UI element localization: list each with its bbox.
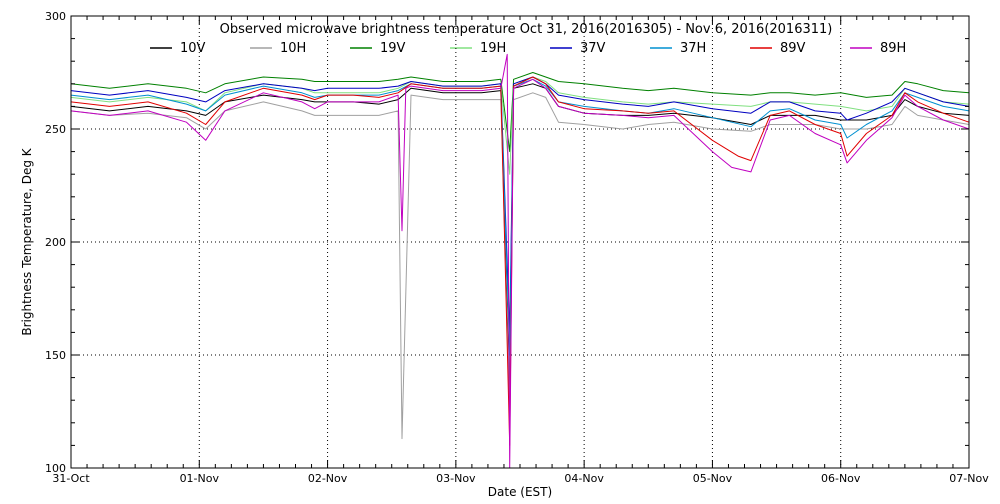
legend-label-10h: 10H [280, 41, 306, 56]
y-axis-title: Brightness Temperature, Deg K [20, 147, 34, 335]
x-tick-label: 06-Nov [821, 472, 861, 485]
x-tick-label: 05-Nov [693, 472, 733, 485]
grid [71, 16, 969, 468]
legend-label-19h: 19H [480, 41, 506, 56]
legend-label-89h: 89H [880, 41, 906, 56]
y-tick-label: 300 [45, 10, 66, 23]
series-line-10h [70, 92, 970, 440]
x-tick-label: 07-Nov [949, 472, 989, 485]
series-line-19v [70, 72, 970, 153]
x-tick-label: 01-Nov [180, 472, 220, 485]
x-tick-label: 03-Nov [436, 472, 476, 485]
x-tick-label: 02-Nov [308, 472, 348, 485]
x-tick-label: 04-Nov [564, 472, 604, 485]
legend-label-89v: 89V [780, 41, 806, 56]
x-axis-title: Date (EST) [488, 485, 552, 499]
chart-title: Observed microwave brightness temperatur… [220, 22, 833, 37]
series-line-37h [70, 78, 970, 356]
y-tick-label: 150 [45, 349, 66, 362]
legend-label-10v: 10V [180, 41, 206, 56]
legend: 10V 10H 19V 19H 37V 37H 89V 89H [150, 41, 906, 56]
series-line-10v [70, 83, 970, 401]
x-tick-label: 31-Oct [52, 472, 90, 485]
legend-label-37v: 37V [580, 41, 606, 56]
y-tick-label: 100 [45, 462, 66, 475]
y-tick-label: 200 [45, 236, 66, 249]
series-line-89h [70, 53, 970, 469]
legend-label-37h: 37H [680, 41, 706, 56]
series-line-89v [70, 76, 970, 446]
y-tick-label: 250 [45, 123, 66, 136]
legend-label-19v: 19V [380, 41, 406, 56]
series-line-19h [70, 76, 970, 175]
series-group [70, 53, 970, 469]
axis-ticks: 100 150 200 250 300 31-Oct 01-Nov 02-Nov 03-Nov 0… [45, 10, 989, 485]
